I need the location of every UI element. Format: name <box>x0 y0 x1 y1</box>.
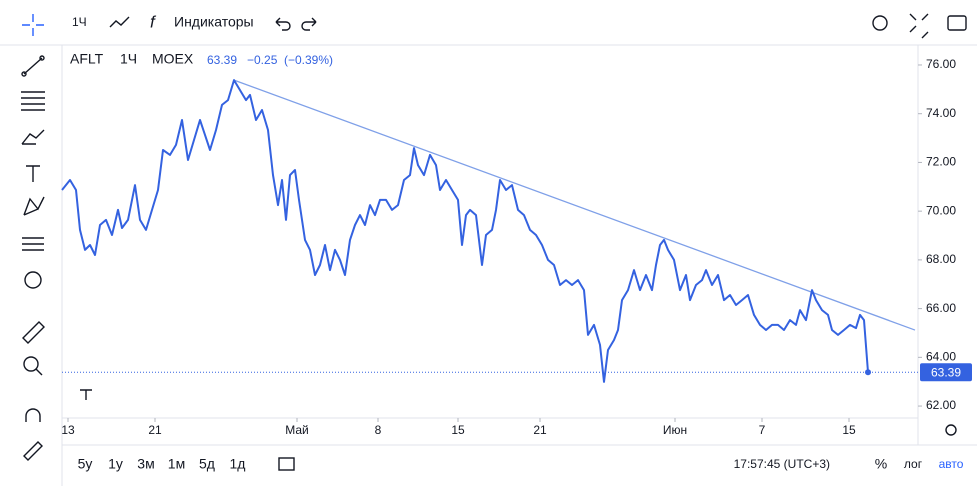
last-price-label: 63.39 <box>931 365 961 379</box>
price-line <box>61 79 869 383</box>
indicators-button[interactable]: Индикаторы <box>174 14 254 30</box>
x-tick-label: 15 <box>451 423 465 437</box>
legend-exchange: MOEX <box>152 51 194 67</box>
clock: 17:57:45 (UTC+3) <box>734 457 830 471</box>
x-tick-label: 21 <box>148 423 162 437</box>
last-point <box>865 369 871 376</box>
range-button[interactable]: 1y <box>108 456 123 472</box>
chart-style-icon[interactable] <box>109 16 130 28</box>
fx-icon[interactable]: f <box>150 12 157 31</box>
x-tick-label: 7 <box>759 423 766 437</box>
y-tick-label: 66.00 <box>926 301 956 315</box>
range-button[interactable]: 1м <box>168 456 185 472</box>
percent-button[interactable]: % <box>875 456 887 472</box>
y-tick-label: 68.00 <box>926 252 956 266</box>
range-button[interactable]: 1д <box>230 456 246 472</box>
x-tick-label: 8 <box>375 423 382 437</box>
y-tick-label: 76.00 <box>926 57 956 71</box>
legend-change: −0.25 <box>247 53 278 67</box>
legend-price: 63.39 <box>207 53 237 67</box>
trend-line[interactable] <box>233 79 916 331</box>
screenshot-button[interactable] <box>947 15 967 31</box>
log-button[interactable]: лог <box>904 457 923 471</box>
y-tick-label: 62.00 <box>926 398 956 412</box>
legend-symbol: AFLT <box>70 51 104 67</box>
legend-interval: 1Ч <box>120 51 137 67</box>
last-price-badge <box>920 363 972 382</box>
x-tick-label: 15 <box>842 423 856 437</box>
logo <box>80 389 92 400</box>
range-button[interactable]: 5y <box>78 456 93 472</box>
x-tick-label: Май <box>285 423 309 437</box>
range-button[interactable]: 5д <box>199 456 215 472</box>
axis-settings[interactable] <box>945 424 957 436</box>
y-tick-label: 74.00 <box>926 106 956 120</box>
range-button[interactable]: 3м <box>137 456 154 472</box>
x-tick-label: 21 <box>533 423 547 437</box>
undo-button[interactable] <box>275 17 291 31</box>
x-tick-label: 13 <box>61 423 75 437</box>
x-tick-label: Июн <box>663 423 687 437</box>
sidebar-tools[interactable] <box>21 14 45 461</box>
redo-button[interactable] <box>301 17 317 31</box>
y-tick-label: 72.00 <box>926 155 956 169</box>
y-tick-label: 70.00 <box>926 203 956 217</box>
fullscreen-button[interactable] <box>909 13 929 39</box>
auto-button[interactable]: авто <box>939 457 964 471</box>
y-tick-label: 64.00 <box>926 350 956 364</box>
interval-button[interactable]: 1Ч <box>72 15 87 29</box>
date-range-button[interactable] <box>278 457 295 471</box>
settings-button[interactable] <box>872 15 888 31</box>
legend-change-pct: (−0.39%) <box>284 53 333 67</box>
